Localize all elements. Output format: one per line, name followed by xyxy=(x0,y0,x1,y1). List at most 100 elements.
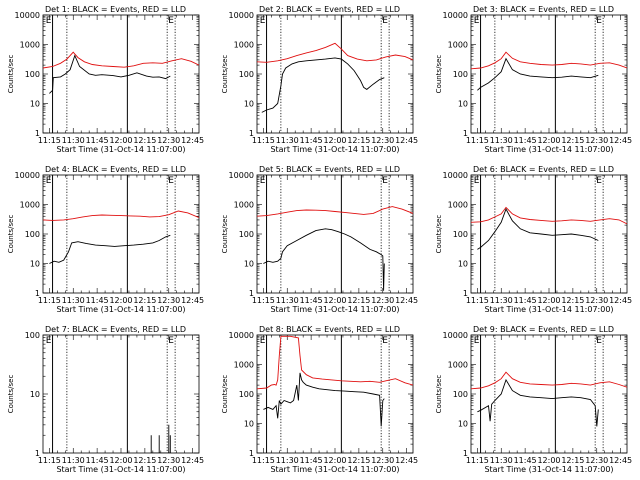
series-lld-line xyxy=(257,335,413,390)
plot-frame xyxy=(470,14,628,134)
x-axis-label: Start Time (31-Oct-14 11:07:00) xyxy=(484,305,613,314)
detector-panel-3: Det 3: BLACK = Events, RED = LLD 1 10 100 10… xyxy=(435,5,632,154)
x-tick-label: 12:45 xyxy=(609,296,632,305)
x-tick-label: 12:15 xyxy=(133,136,156,145)
x-tick-label: 12:15 xyxy=(347,456,370,465)
time-marker-label: E xyxy=(596,336,602,346)
x-tick-label: 12:15 xyxy=(561,136,584,145)
x-axis-label: Start Time (31-Oct-14 11:07:00) xyxy=(270,465,399,474)
y-axis-label: Counts/sec xyxy=(221,215,229,254)
x-tick-label: 12:45 xyxy=(181,456,204,465)
panel-title: Det 6: BLACK = Events, RED = LLD xyxy=(473,165,614,174)
y-tick-label: 100 xyxy=(25,331,40,340)
plot-frame xyxy=(256,334,414,454)
x-tick-label: 11:30 xyxy=(62,296,85,305)
panel-title: Det 2: BLACK = Events, RED = LLD xyxy=(259,5,400,14)
x-tick-label: 11:15 xyxy=(466,456,489,465)
x-tick-label: 12:15 xyxy=(561,296,584,305)
y-tick-label: 100 xyxy=(453,230,468,239)
x-tick-label: 11:45 xyxy=(514,296,537,305)
x-tick-label: 12:45 xyxy=(181,136,204,145)
x-tick-label: 11:15 xyxy=(252,296,275,305)
y-tick-label: 10000 xyxy=(443,331,468,340)
series-lld-line xyxy=(43,51,199,69)
detector-panel-9: Det 9: BLACK = Events, RED = LLD 1 10 100 10… xyxy=(435,325,632,474)
panel-title: Det 7: BLACK = Events, RED = LLD xyxy=(45,325,186,334)
time-marker-label: E xyxy=(474,16,480,26)
x-axis-label: Start Time (31-Oct-14 11:07:00) xyxy=(484,145,613,154)
x-tick-label: 11:15 xyxy=(38,296,61,305)
y-tick-label: 100 xyxy=(453,390,468,399)
y-tick-label: 1000 xyxy=(234,41,254,50)
y-tick-label: 10 xyxy=(30,390,40,399)
series-events-line xyxy=(477,378,599,427)
panel-title: Det 4: BLACK = Events, RED = LLD xyxy=(45,165,186,174)
y-tick-label: 10 xyxy=(244,260,254,269)
x-tick-label: 12:15 xyxy=(347,296,370,305)
y-axis-label: Counts/sec xyxy=(7,375,15,414)
x-tick-label: 12:30 xyxy=(371,456,394,465)
y-tick-label: 10000 xyxy=(15,171,40,180)
x-tick-label: 11:15 xyxy=(466,136,489,145)
y-tick-label: 10000 xyxy=(229,11,254,20)
y-tick-label: 1 xyxy=(249,289,254,298)
time-marker-label: E xyxy=(596,16,602,26)
y-tick-label: 1 xyxy=(35,289,40,298)
time-marker-label: E xyxy=(596,176,602,186)
plot-frame xyxy=(42,334,200,454)
x-tick-label: 12:15 xyxy=(347,136,370,145)
time-marker-label: E xyxy=(46,336,52,346)
detector-panel-8: Det 8: BLACK = Events, RED = LLD 1 10 100 10… xyxy=(221,325,418,474)
x-tick-label: 11:45 xyxy=(300,456,323,465)
x-tick-label: 11:15 xyxy=(38,456,61,465)
y-tick-label: 1 xyxy=(463,449,468,458)
x-tick-label: 12:30 xyxy=(585,456,608,465)
time-marker-label: E xyxy=(382,176,388,186)
x-tick-label: 12:30 xyxy=(157,296,180,305)
y-axis-label: Counts/sec xyxy=(435,55,443,94)
time-marker-label: E xyxy=(46,16,52,26)
y-tick-label: 100 xyxy=(25,70,40,79)
x-tick-label: 11:30 xyxy=(276,456,299,465)
plot-frame xyxy=(42,174,200,294)
x-tick-label: 12:45 xyxy=(395,136,418,145)
y-tick-label: 100 xyxy=(239,70,254,79)
series-events-line xyxy=(49,54,171,94)
x-tick-label: 12:30 xyxy=(157,456,180,465)
x-tick-label: 12:00 xyxy=(323,456,346,465)
y-axis-label: Counts/sec xyxy=(221,375,229,414)
time-marker-label: E xyxy=(168,176,174,186)
x-tick-label: 12:00 xyxy=(537,456,560,465)
y-tick-label: 10 xyxy=(458,420,468,429)
x-tick-label: 12:15 xyxy=(133,296,156,305)
time-marker-label: E xyxy=(382,336,388,346)
x-tick-label: 12:15 xyxy=(133,456,156,465)
x-tick-label: 12:45 xyxy=(609,136,632,145)
plot-frame xyxy=(470,174,628,294)
series-lld-line xyxy=(471,51,627,70)
time-marker-label: E xyxy=(260,176,266,186)
y-tick-label: 1000 xyxy=(234,201,254,210)
y-tick-label: 1000 xyxy=(448,201,468,210)
x-tick-label: 11:45 xyxy=(514,456,537,465)
x-tick-label: 11:30 xyxy=(276,136,299,145)
x-axis-label: Start Time (31-Oct-14 11:07:00) xyxy=(270,145,399,154)
plot-frame xyxy=(256,14,414,134)
x-tick-label: 12:00 xyxy=(537,296,560,305)
y-tick-label: 100 xyxy=(239,390,254,399)
x-tick-label: 12:00 xyxy=(109,136,132,145)
x-tick-label: 11:15 xyxy=(466,296,489,305)
y-tick-label: 10000 xyxy=(229,331,254,340)
y-tick-label: 10 xyxy=(458,260,468,269)
detector-panel-1: Det 1: BLACK = Events, RED = LLD 1 10 100 10… xyxy=(7,5,204,154)
x-tick-label: 11:30 xyxy=(62,456,85,465)
time-marker-label: E xyxy=(382,16,388,26)
x-axis-label: Start Time (31-Oct-14 11:07:00) xyxy=(270,305,399,314)
y-tick-label: 1000 xyxy=(20,41,40,50)
x-tick-label: 12:00 xyxy=(323,136,346,145)
x-tick-label: 12:30 xyxy=(157,136,180,145)
detector-panel-5: Det 5: BLACK = Events, RED = LLD 1 10 100 10… xyxy=(221,165,418,314)
x-tick-label: 11:30 xyxy=(490,136,513,145)
series-events-line xyxy=(261,57,385,113)
y-tick-label: 10 xyxy=(244,100,254,109)
